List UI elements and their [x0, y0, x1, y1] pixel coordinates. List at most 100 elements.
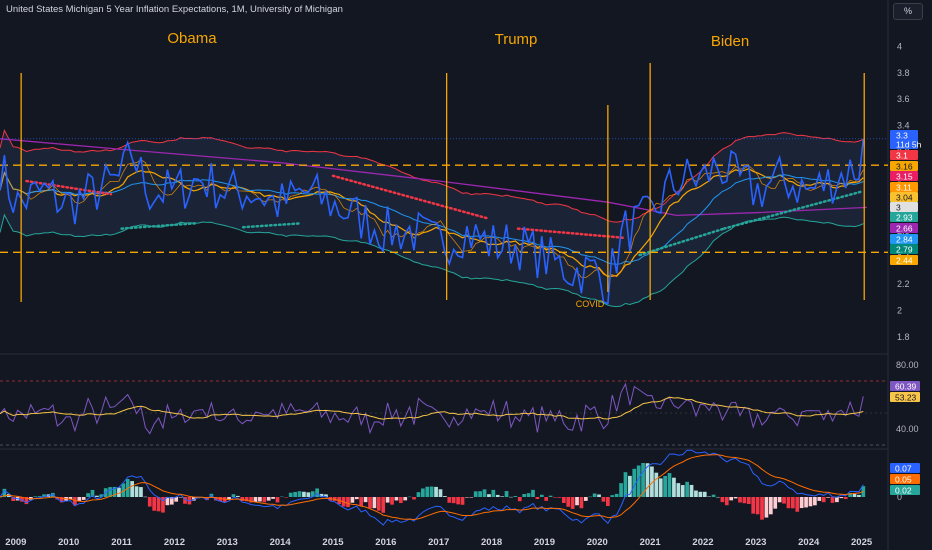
macd-histogram-bar — [680, 485, 685, 497]
macd-histogram-bar — [672, 477, 676, 497]
price-label-box — [890, 202, 918, 212]
macd-histogram-bar — [112, 486, 117, 497]
x-axis-tick-label: 2014 — [270, 537, 292, 548]
macd-histogram-bar — [561, 497, 566, 503]
macd-histogram-bar — [813, 497, 817, 506]
macd-histogram-bar — [698, 491, 703, 497]
macd-histogram-bar — [821, 497, 826, 503]
macd-histogram-bar — [777, 497, 782, 503]
price-label-text: 3.3 — [896, 131, 908, 141]
macd-histogram-bar — [694, 490, 698, 497]
x-axis-tick-label: 2023 — [745, 537, 766, 548]
price-label-text: 11d 5h — [896, 140, 922, 150]
macd-histogram-bar — [782, 497, 786, 504]
x-axis-tick-label: 2013 — [217, 537, 238, 548]
macd-histogram-bar — [539, 494, 544, 497]
macd-histogram-bar — [205, 497, 209, 501]
y-axis-tick-label: 1.8 — [897, 332, 910, 342]
x-axis-tick-label: 2010 — [58, 537, 79, 548]
macd-histogram-bar — [429, 486, 434, 497]
macd-histogram-bar — [804, 497, 808, 508]
x-axis-tick-label: 2021 — [640, 537, 662, 548]
x-axis-tick-label: 2017 — [428, 537, 449, 548]
macd-histogram-bar — [711, 494, 716, 497]
rsi-line — [0, 382, 864, 435]
macd-histogram-bar — [434, 486, 438, 497]
macd-histogram-bar — [835, 497, 839, 503]
price-label: 3.3 — [890, 130, 918, 141]
rsi-value-box — [890, 392, 920, 402]
macd-histogram-bar — [760, 497, 764, 520]
macd-histogram-bar — [628, 475, 632, 497]
y-axis-tick-label: 2 — [897, 305, 902, 315]
macd-histogram-bar — [275, 497, 280, 503]
macd-histogram-bar — [147, 497, 152, 507]
macd-value-label: 0.02 — [890, 485, 920, 496]
macd-histogram-bar — [654, 472, 659, 497]
macd-value-text: 0.05 — [895, 475, 912, 485]
macd-histogram-bar — [597, 494, 601, 497]
macd-histogram-bar — [86, 493, 90, 497]
unit-button[interactable]: % — [893, 3, 923, 20]
macd-histogram-bar — [645, 463, 650, 497]
macd-histogram-bar — [689, 484, 694, 497]
x-axis-tick-label: 2020 — [587, 537, 608, 548]
macd-histogram-bar — [469, 497, 474, 498]
chart-title: United States Michigan 5 Year Inflation … — [6, 4, 343, 15]
macd-histogram-bar — [20, 497, 24, 502]
price-label-box — [890, 139, 918, 149]
price-label-text: 3.04 — [896, 193, 913, 203]
macd-histogram-bar — [218, 497, 223, 502]
macd-histogram-bar — [231, 494, 236, 497]
macd-histogram-bar — [843, 497, 848, 500]
macd-histogram-bar — [733, 497, 738, 499]
macd-histogram-bar — [0, 497, 2, 498]
macd-histogram-bar — [130, 481, 134, 497]
price-label-box — [890, 161, 918, 171]
macd-histogram-bar — [799, 497, 804, 509]
price-label-box — [890, 244, 918, 254]
rsi-value-label: 53.23 — [890, 392, 920, 403]
y-axis-tick-label: 2.2 — [897, 279, 910, 289]
long-ma-line — [0, 138, 867, 217]
price-label: 11d 5h — [890, 139, 922, 150]
macd-histogram-bar — [165, 497, 170, 506]
macd-histogram-bar — [363, 497, 368, 503]
annotation-label-biden: Biden — [711, 33, 749, 50]
macd-histogram-bar — [583, 497, 588, 501]
x-axis-tick-label: 2018 — [481, 537, 502, 548]
macd-histogram-bar — [372, 497, 377, 509]
macd-value-box — [890, 485, 920, 495]
macd-histogram-bar — [702, 491, 707, 497]
price-label: 3.15 — [890, 171, 918, 182]
macd-value-box — [890, 474, 920, 484]
dotted-trend-line — [25, 179, 113, 196]
macd-histogram-bar — [293, 491, 297, 497]
macd-histogram-bar — [24, 497, 29, 505]
macd-histogram-bar — [390, 497, 394, 505]
price-label: 3.16 — [890, 161, 918, 172]
x-axis-tick-label: 2024 — [798, 537, 820, 548]
y-axis-tick-label: 3.4 — [897, 121, 910, 131]
annotation-label-trump: Trump — [495, 31, 538, 48]
macd-histogram-bar — [68, 497, 73, 500]
macd-histogram-bar — [742, 497, 747, 504]
macd-histogram-bar — [500, 496, 504, 497]
macd-histogram-bar — [156, 497, 161, 512]
macd-histogram-bar — [509, 496, 513, 498]
annotation-label-obama: Obama — [167, 30, 217, 47]
macd-histogram-bar — [495, 494, 500, 497]
macd-histogram-bar — [359, 497, 364, 507]
macd-histogram-bar — [738, 497, 742, 503]
macd-histogram-bar — [121, 483, 126, 497]
macd-histogram-bar — [398, 497, 403, 504]
main-series-line — [0, 138, 865, 305]
macd-histogram-bar — [791, 497, 795, 509]
macd-histogram-bar — [588, 496, 593, 498]
price-label-text: 3.11 — [896, 183, 912, 193]
price-label-box — [890, 150, 918, 160]
price-label-box — [890, 255, 918, 265]
macd-histogram-bar — [394, 497, 399, 501]
macd-histogram-bar — [724, 497, 729, 506]
macd-histogram-bar — [636, 465, 641, 497]
